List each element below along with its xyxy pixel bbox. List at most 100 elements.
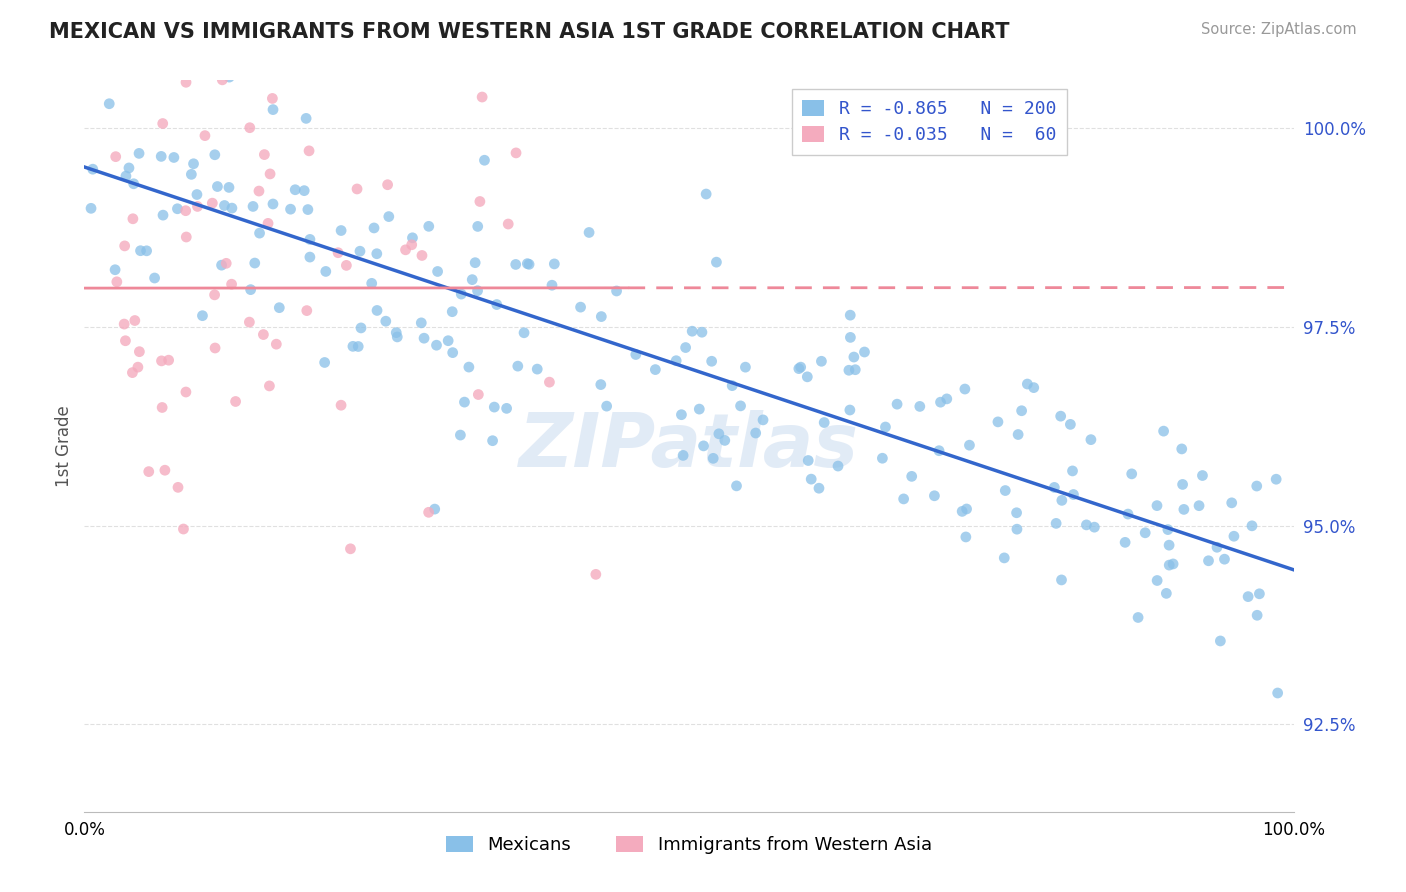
Point [204, 147, 226, 161]
Point [252, 327, 274, 342]
Point [211, 258, 233, 272]
Point [872, 451, 894, 466]
Point [526, 362, 548, 376]
Point [150, 354, 173, 368]
Point [688, 402, 710, 417]
Point [385, 326, 408, 340]
Point [787, 361, 810, 376]
Point [1083, 520, 1105, 534]
Point [215, 256, 238, 270]
Point [214, 198, 236, 212]
Point [186, 199, 208, 213]
Point [591, 310, 613, 324]
Point [505, 257, 527, 271]
Point [394, 243, 416, 257]
Point [138, 465, 160, 479]
Point [315, 264, 337, 278]
Point [347, 339, 370, 353]
Point [695, 187, 717, 202]
Point [105, 275, 128, 289]
Point [411, 316, 433, 330]
Point [1146, 499, 1168, 513]
Point [692, 439, 714, 453]
Point [752, 413, 775, 427]
Point [418, 219, 440, 234]
Point [700, 354, 723, 368]
Point [467, 387, 489, 401]
Point [1062, 487, 1084, 501]
Point [541, 278, 564, 293]
Point [157, 353, 180, 368]
Point [124, 313, 146, 327]
Point [204, 341, 226, 355]
Point [82, 162, 104, 177]
Point [114, 334, 136, 348]
Point [1007, 427, 1029, 442]
Point [810, 354, 832, 368]
Point [796, 369, 818, 384]
Point [461, 272, 484, 286]
Point [464, 255, 486, 269]
Point [1159, 558, 1181, 573]
Point [506, 359, 529, 373]
Point [853, 345, 876, 359]
Point [453, 395, 475, 409]
Point [257, 216, 280, 230]
Point [474, 153, 496, 168]
Point [112, 317, 135, 331]
Point [128, 344, 150, 359]
Point [346, 182, 368, 196]
Point [423, 502, 446, 516]
Point [449, 428, 471, 442]
Point [104, 150, 127, 164]
Point [706, 255, 728, 269]
Point [838, 363, 860, 377]
Point [481, 434, 503, 448]
Point [886, 397, 908, 411]
Point [1159, 538, 1181, 552]
Point [121, 366, 143, 380]
Point [1246, 608, 1268, 623]
Point [1005, 522, 1028, 536]
Point [1188, 499, 1211, 513]
Point [702, 451, 724, 466]
Point [150, 401, 173, 415]
Point [842, 350, 865, 364]
Point [875, 420, 897, 434]
Point [153, 463, 176, 477]
Point [211, 73, 233, 87]
Point [295, 303, 318, 318]
Point [672, 449, 695, 463]
Point [150, 149, 173, 163]
Point [471, 90, 494, 104]
Point [827, 458, 849, 473]
Point [1121, 467, 1143, 481]
Point [186, 187, 208, 202]
Point [513, 326, 536, 340]
Point [496, 217, 519, 231]
Point [259, 379, 281, 393]
Point [363, 221, 385, 235]
Point [366, 246, 388, 260]
Point [225, 394, 247, 409]
Point [1206, 541, 1229, 555]
Point [284, 183, 307, 197]
Point [374, 314, 396, 328]
Point [844, 362, 866, 376]
Point [218, 70, 240, 84]
Point [1246, 479, 1268, 493]
Point [1114, 535, 1136, 549]
Point [269, 301, 291, 315]
Point [330, 398, 353, 412]
Point [725, 479, 748, 493]
Point [624, 347, 647, 361]
Text: MEXICAN VS IMMIGRANTS FROM WESTERN ASIA 1ST GRADE CORRELATION CHART: MEXICAN VS IMMIGRANTS FROM WESTERN ASIA … [49, 22, 1010, 42]
Point [80, 202, 103, 216]
Point [671, 408, 693, 422]
Point [734, 360, 756, 375]
Point [418, 505, 440, 519]
Point [98, 96, 121, 111]
Point [114, 239, 136, 253]
Text: Source: ZipAtlas.com: Source: ZipAtlas.com [1201, 22, 1357, 37]
Point [262, 91, 284, 105]
